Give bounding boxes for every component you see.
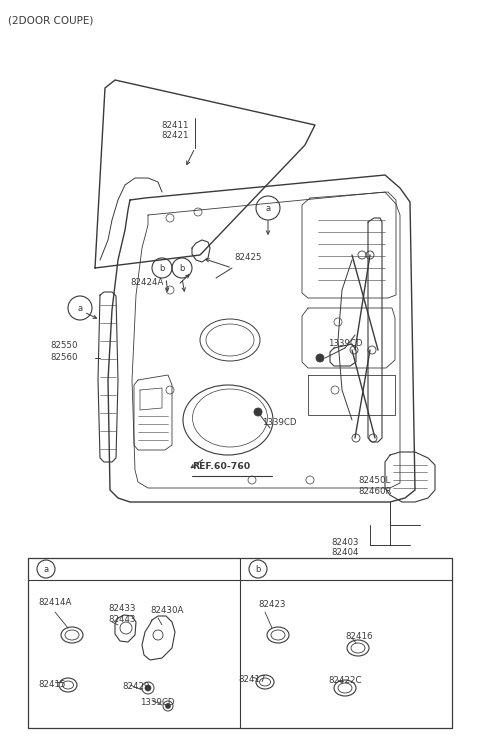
Text: 82417: 82417 bbox=[238, 675, 265, 684]
Text: a: a bbox=[43, 565, 48, 573]
Text: 82422C: 82422C bbox=[328, 676, 361, 685]
Text: 82430A: 82430A bbox=[150, 606, 183, 615]
Text: 82560: 82560 bbox=[50, 353, 77, 362]
Text: 82421: 82421 bbox=[161, 131, 189, 140]
Text: a: a bbox=[265, 203, 271, 212]
Text: b: b bbox=[180, 264, 185, 273]
Text: 82423: 82423 bbox=[258, 600, 286, 609]
Text: 1339CD: 1339CD bbox=[140, 698, 175, 707]
Text: 82404: 82404 bbox=[331, 548, 359, 557]
Text: a: a bbox=[77, 304, 83, 312]
Text: 82403: 82403 bbox=[331, 538, 359, 547]
Text: 1339CD: 1339CD bbox=[262, 418, 297, 427]
Text: 82411: 82411 bbox=[161, 121, 189, 130]
Text: REF.60-760: REF.60-760 bbox=[192, 462, 250, 471]
Text: 82414A: 82414A bbox=[38, 598, 72, 607]
Text: 82550: 82550 bbox=[50, 341, 77, 350]
Circle shape bbox=[166, 704, 170, 708]
Circle shape bbox=[254, 408, 262, 416]
Text: (2DOOR COUPE): (2DOOR COUPE) bbox=[8, 15, 94, 25]
Text: 82425: 82425 bbox=[234, 253, 262, 262]
Text: 82416: 82416 bbox=[345, 632, 372, 641]
Text: 82429: 82429 bbox=[122, 682, 149, 691]
Text: b: b bbox=[255, 565, 261, 573]
Text: 82460R: 82460R bbox=[358, 487, 392, 496]
Text: 82443: 82443 bbox=[108, 615, 135, 624]
Text: 82415: 82415 bbox=[38, 680, 65, 689]
Text: b: b bbox=[159, 264, 165, 273]
Circle shape bbox=[145, 685, 151, 691]
Circle shape bbox=[316, 354, 324, 362]
Text: 82424A: 82424A bbox=[130, 278, 163, 287]
Text: 82433: 82433 bbox=[108, 604, 135, 613]
Text: 82450L: 82450L bbox=[358, 476, 390, 485]
Text: 1339CD: 1339CD bbox=[328, 339, 362, 348]
